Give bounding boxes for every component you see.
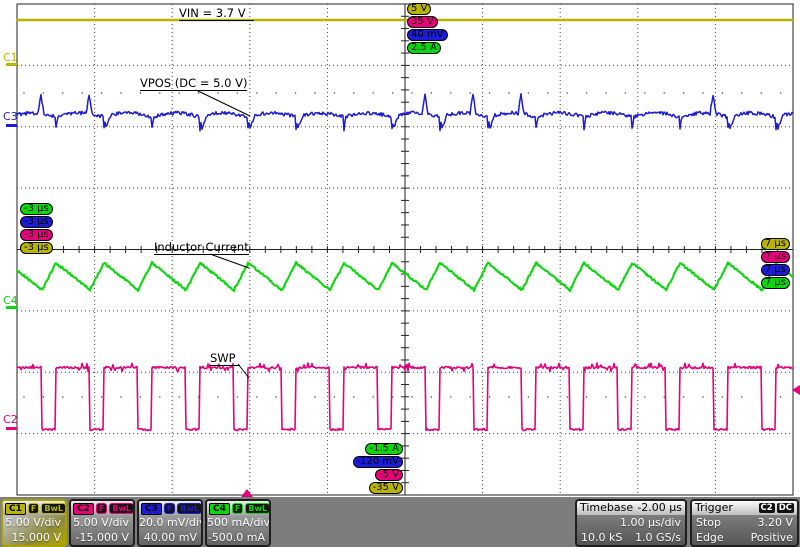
top-range-badges: 5 V 35 V 40 mV 2.5 A xyxy=(407,3,448,54)
channel-offset: -500.0 mA xyxy=(207,531,265,544)
channel-offset-marker-c4 xyxy=(6,306,17,309)
swp-annotation: SWP xyxy=(210,351,240,366)
trigger-mode: Stop xyxy=(696,516,722,529)
bandwidth-limit-badge: BwL xyxy=(245,503,269,514)
channel-offset: 40.00 mV xyxy=(143,531,197,544)
channel-status-box-c1[interactable]: C1 F BwL DC1M 5.00 V/div 15.000 V xyxy=(1,499,67,547)
time-badge: -3 µs xyxy=(20,216,53,228)
timebase-title: Timebase xyxy=(580,501,634,514)
range-badge: 35 V xyxy=(407,16,438,28)
time-badge: -3 µs xyxy=(20,242,53,254)
trigger-type: Edge xyxy=(696,531,724,544)
range-badge: -35 V xyxy=(368,482,403,494)
filter-badge: F xyxy=(95,503,108,514)
bottom-range-badges: -1.5 A -120 mV -5 V -35 V xyxy=(352,443,403,494)
trigger-level: 3.20 V xyxy=(757,516,793,529)
channel-header-c4: C4 F BwL DC xyxy=(207,501,269,515)
vpos-annotation: VPOS (DC = 5.0 V) xyxy=(140,76,248,91)
timebase-samples: 10.0 kS xyxy=(581,531,623,544)
channel-id-badge: C4 xyxy=(209,502,230,515)
range-badge: 40 mV xyxy=(407,29,448,41)
waveform-canvas xyxy=(15,3,795,496)
left-time-badges: -3 µs -3 µs -3 µs -3 µs xyxy=(20,203,53,254)
channel-id-badge: C1 xyxy=(5,502,26,515)
bandwidth-limit-badge: BwL xyxy=(41,503,65,514)
channel-offset-marker-c3 xyxy=(6,124,17,127)
timebase-per-div: 1.00 µs/div xyxy=(620,516,681,529)
channel-label-c4: C4 xyxy=(3,294,18,307)
trigger-title: Trigger xyxy=(695,501,733,514)
channel-status-box-c4[interactable]: C4 F BwL DC 500 mA/div -500.0 mA xyxy=(205,499,271,547)
trace-c3 xyxy=(16,93,794,132)
bandwidth-limit-badge: BwL xyxy=(109,503,133,514)
range-badge: -1.5 A xyxy=(365,443,403,455)
bandwidth-limit-badge: BwL xyxy=(177,503,201,514)
channel-scale: 5.00 V/div xyxy=(5,516,61,529)
channel-id-badge: C3 xyxy=(141,502,162,515)
waveform-plot-area: C1 C3 C4 C2 VIN = 3.7 V VPOS (DC = 5.0 V… xyxy=(3,3,800,497)
timebase-delay: -2.00 µs xyxy=(637,501,682,514)
time-badge: 7 µs xyxy=(760,251,790,263)
trace-c2 xyxy=(16,362,794,432)
channel-scale: 5.00 V/div xyxy=(73,516,129,529)
range-badge: 5 V xyxy=(407,3,432,15)
time-badge: 7 µs xyxy=(760,277,790,289)
range-badge: 2.5 A xyxy=(407,42,441,54)
time-badge: 7 µs xyxy=(760,264,790,276)
channel-status-box-c2[interactable]: C2 F BwL DC1M 5.00 V/div -15.000 V xyxy=(69,499,135,547)
filter-badge: F xyxy=(27,503,40,514)
channel-header-c3: C3 F BwL AC1M xyxy=(139,501,201,515)
channel-status-box-c3[interactable]: C3 F BwL AC1M 20.0 mV/div 40.00 mV xyxy=(137,499,203,547)
inductor-current-annotation: Inductor Current xyxy=(154,240,249,255)
channel-label-c1: C1 xyxy=(3,51,18,64)
time-badge: -3 µs xyxy=(20,229,53,241)
channel-header-c1: C1 F BwL DC1M xyxy=(3,501,65,515)
range-badge: -120 mV xyxy=(352,456,403,468)
channel-id-badge: C2 xyxy=(73,502,94,515)
time-badge: 7 µs xyxy=(760,238,790,250)
trigger-box[interactable]: Trigger C2 DC Stop 3.20 V Edge Positive xyxy=(690,499,799,547)
right-time-badges: 7 µs 7 µs 7 µs 7 µs xyxy=(760,238,790,289)
trigger-position-marker-icon[interactable] xyxy=(241,489,253,497)
channel-offset: 15.000 V xyxy=(11,531,61,544)
channel-header-c2: C2 F BwL DC1M xyxy=(71,501,133,515)
channel-offset: -15.000 V xyxy=(75,531,129,544)
vin-annotation: VIN = 3.7 V xyxy=(179,6,254,21)
channel-label-c2: C2 xyxy=(3,413,18,426)
trigger-coupling-badge: DC xyxy=(776,503,794,513)
channel-offset-marker-c1 xyxy=(6,63,17,66)
trigger-slope: Positive xyxy=(750,531,793,544)
channel-offset-marker-c2 xyxy=(6,427,17,430)
trace-c4 xyxy=(15,260,795,293)
filter-badge: F xyxy=(163,503,176,514)
trigger-level-arrow-icon[interactable] xyxy=(792,385,800,395)
timebase-header: Timebase -2.00 µs xyxy=(577,501,685,515)
time-badge: -3 µs xyxy=(20,203,53,215)
channel-scale: 20.0 mV/div xyxy=(139,516,203,529)
timebase-box[interactable]: Timebase -2.00 µs 1.00 µs/div 10.0 kS 1.… xyxy=(575,499,687,547)
range-badge: -5 V xyxy=(375,469,403,481)
timebase-rate: 1.0 GS/s xyxy=(635,531,681,544)
status-bar: C1 F BwL DC1M 5.00 V/div 15.000 V C2 F B… xyxy=(0,497,800,547)
trigger-header: Trigger C2 DC xyxy=(692,501,797,515)
trigger-source-badge: C2 xyxy=(758,503,775,513)
channel-scale: 500 mA/div xyxy=(207,516,270,529)
filter-badge: F xyxy=(231,503,244,514)
channel-label-c3: C3 xyxy=(3,110,18,123)
